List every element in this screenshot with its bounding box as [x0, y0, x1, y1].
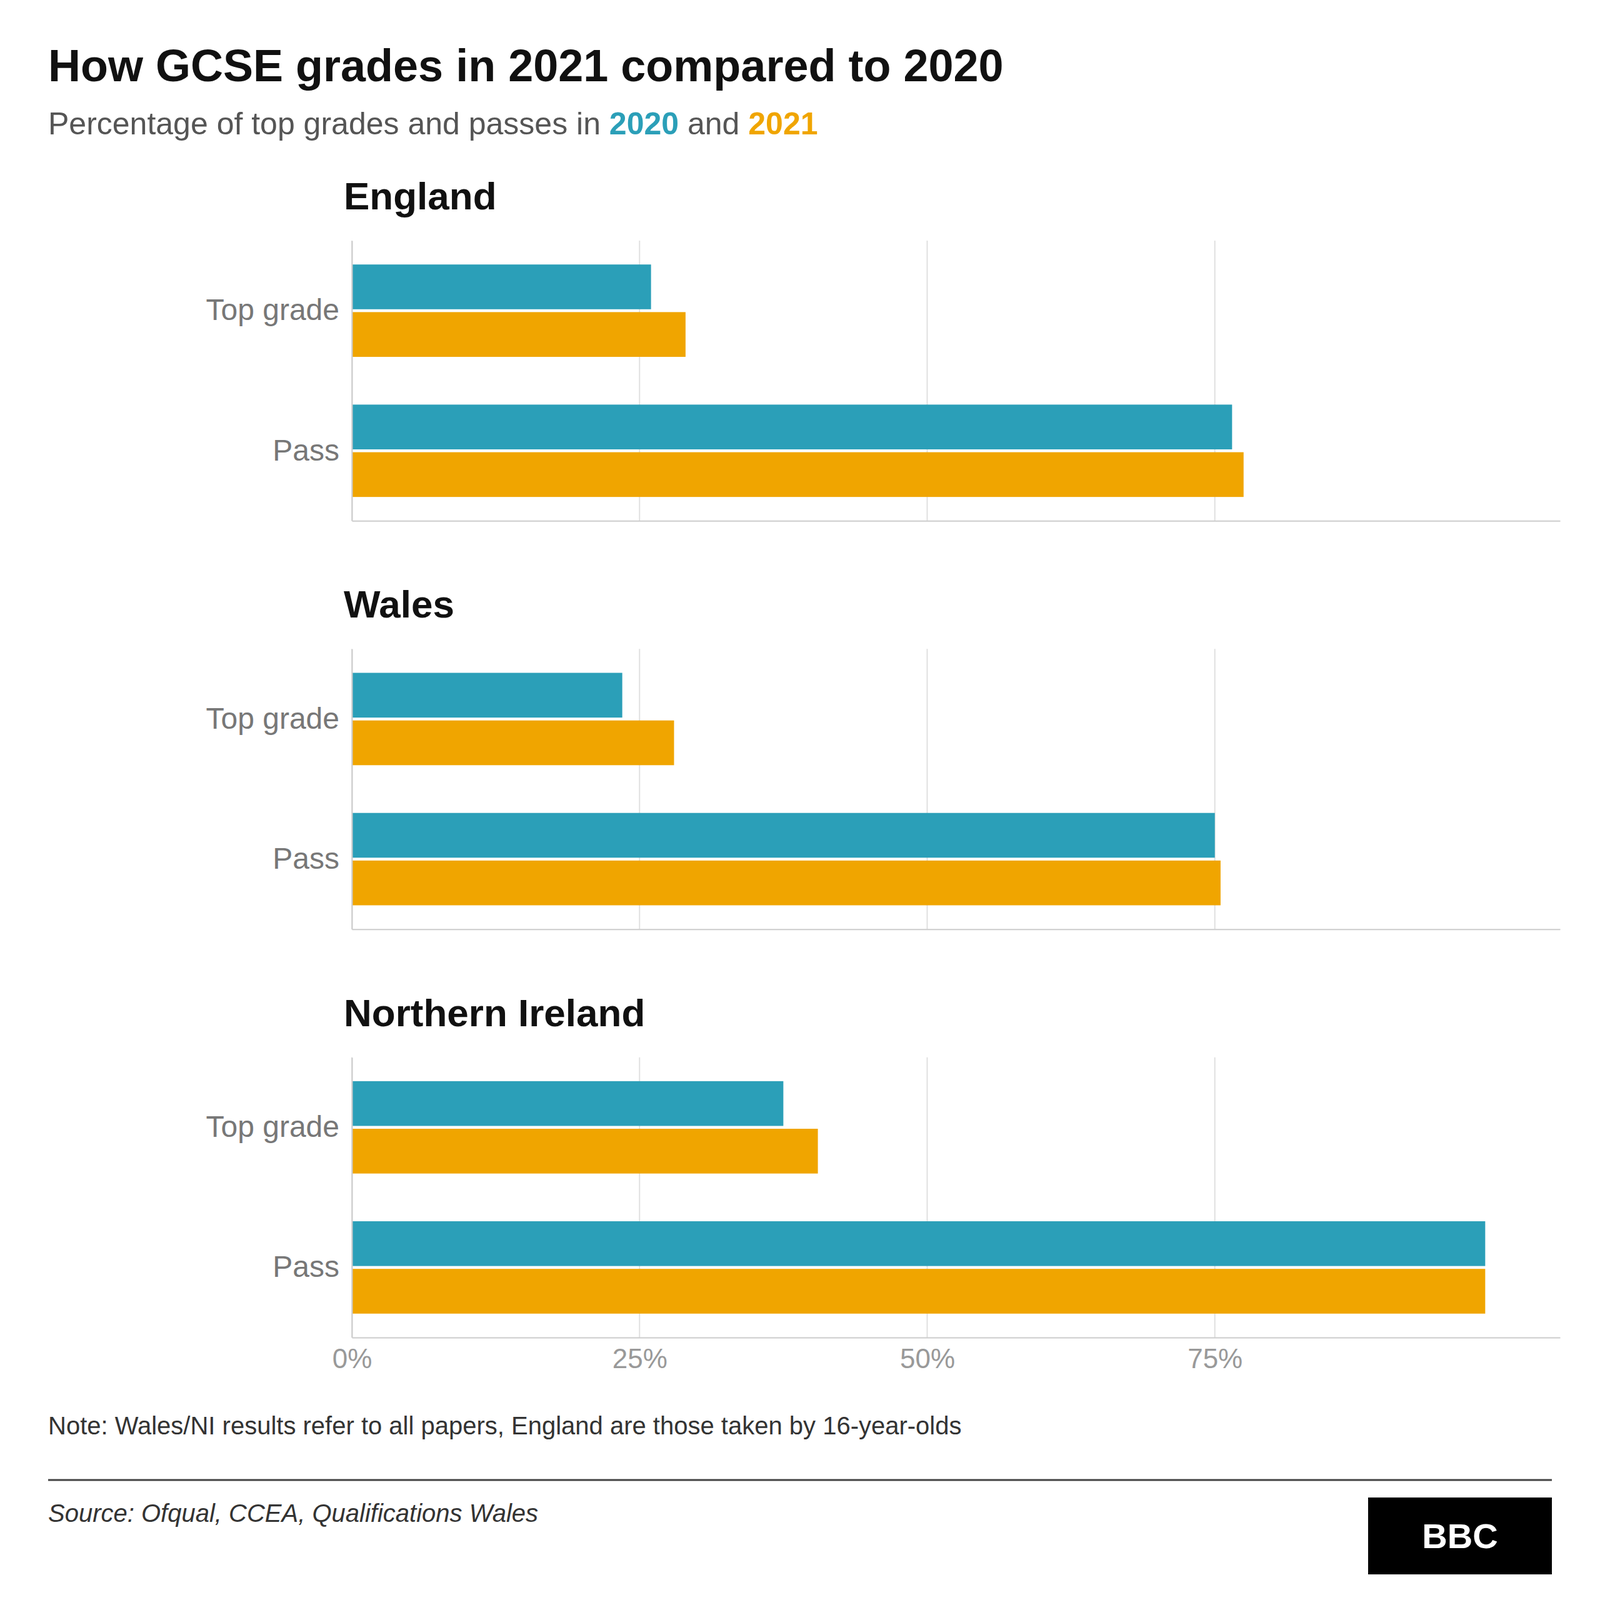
bar	[351, 1081, 784, 1127]
panel-title: Wales	[343, 582, 455, 626]
x-tick: 25%	[612, 1337, 668, 1374]
y-tick: Pass	[272, 433, 352, 467]
x-axis-line	[352, 520, 1561, 522]
y-axis: Top grade Pass	[206, 649, 353, 930]
bar	[351, 1221, 1485, 1267]
bar	[351, 1128, 819, 1174]
y-tick-label: Pass	[272, 841, 340, 875]
x-tick: 0%	[332, 1337, 373, 1374]
x-axis	[352, 928, 1561, 930]
y-tick-label: Pass	[272, 1250, 340, 1284]
x-axis-line	[352, 1337, 1561, 1339]
bars	[351, 1081, 1485, 1314]
y-axis: Top grade Pass	[206, 241, 353, 522]
bar	[351, 673, 623, 719]
bar	[351, 311, 686, 357]
subtitle-part: Percentage of top grades and passes in	[48, 106, 610, 142]
subtitle-part: and	[678, 106, 749, 142]
source: Source: Ofqual, CCEA, Qualifications Wal…	[48, 1499, 539, 1527]
grid-line	[351, 1057, 353, 1338]
y-tick: Pass	[272, 1250, 352, 1284]
panel-title: England	[343, 174, 497, 218]
panel	[351, 240, 1244, 521]
y-axis-line	[351, 649, 354, 930]
x-tick-label: 0%	[332, 1343, 373, 1374]
note: Note: Wales/NI results refer to all pape…	[48, 1411, 962, 1440]
grid-line	[351, 240, 353, 521]
y-tick-label: Top grade	[206, 1110, 340, 1144]
x-axis-line	[352, 928, 1561, 930]
subtitle-key: 2021	[748, 106, 818, 142]
logo-box	[1368, 1497, 1552, 1575]
bar	[351, 1268, 1485, 1314]
y-axis: Top grade Pass	[206, 1057, 353, 1338]
subtitle-key: 2020	[609, 106, 679, 142]
footer-rule	[48, 1479, 1552, 1482]
panel-title: Northern Ireland	[343, 991, 645, 1035]
panel	[351, 1057, 1485, 1338]
y-tick-label: Top grade	[206, 701, 340, 735]
bar	[351, 452, 1244, 498]
y-tick: Top grade	[206, 701, 353, 735]
y-axis-line	[351, 1057, 354, 1338]
bars	[351, 673, 1221, 906]
title: How GCSE grades in 2021 compared to 2020	[48, 40, 1004, 91]
x-tick: 75%	[1187, 1337, 1243, 1374]
logo: BBC	[1421, 1516, 1498, 1556]
y-tick: Top grade	[206, 1110, 353, 1144]
panel	[351, 648, 1221, 929]
x-tick-label: 75%	[1187, 1343, 1243, 1374]
bar	[351, 264, 652, 310]
x-axis	[352, 520, 1561, 522]
y-axis-line	[351, 241, 354, 522]
bar	[351, 404, 1232, 450]
bar	[351, 813, 1215, 859]
bar	[351, 720, 674, 766]
chart-root: How GCSE grades in 2021 compared to 2020…	[0, 0, 1600, 1600]
y-tick: Pass	[272, 841, 352, 875]
grid-line	[351, 648, 353, 929]
y-tick-label: Top grade	[206, 293, 340, 327]
x-tick: 50%	[900, 1337, 955, 1374]
bars	[351, 264, 1244, 497]
x-tick-label: 25%	[612, 1343, 668, 1374]
y-tick: Top grade	[206, 293, 353, 327]
x-tick-label: 50%	[900, 1343, 955, 1374]
x-axis: 0% 25% 50% 75%	[332, 1337, 1561, 1374]
bar	[351, 860, 1221, 906]
y-tick-label: Pass	[272, 433, 340, 467]
subtitle: Percentage of top grades and passes in 2…	[48, 106, 819, 142]
